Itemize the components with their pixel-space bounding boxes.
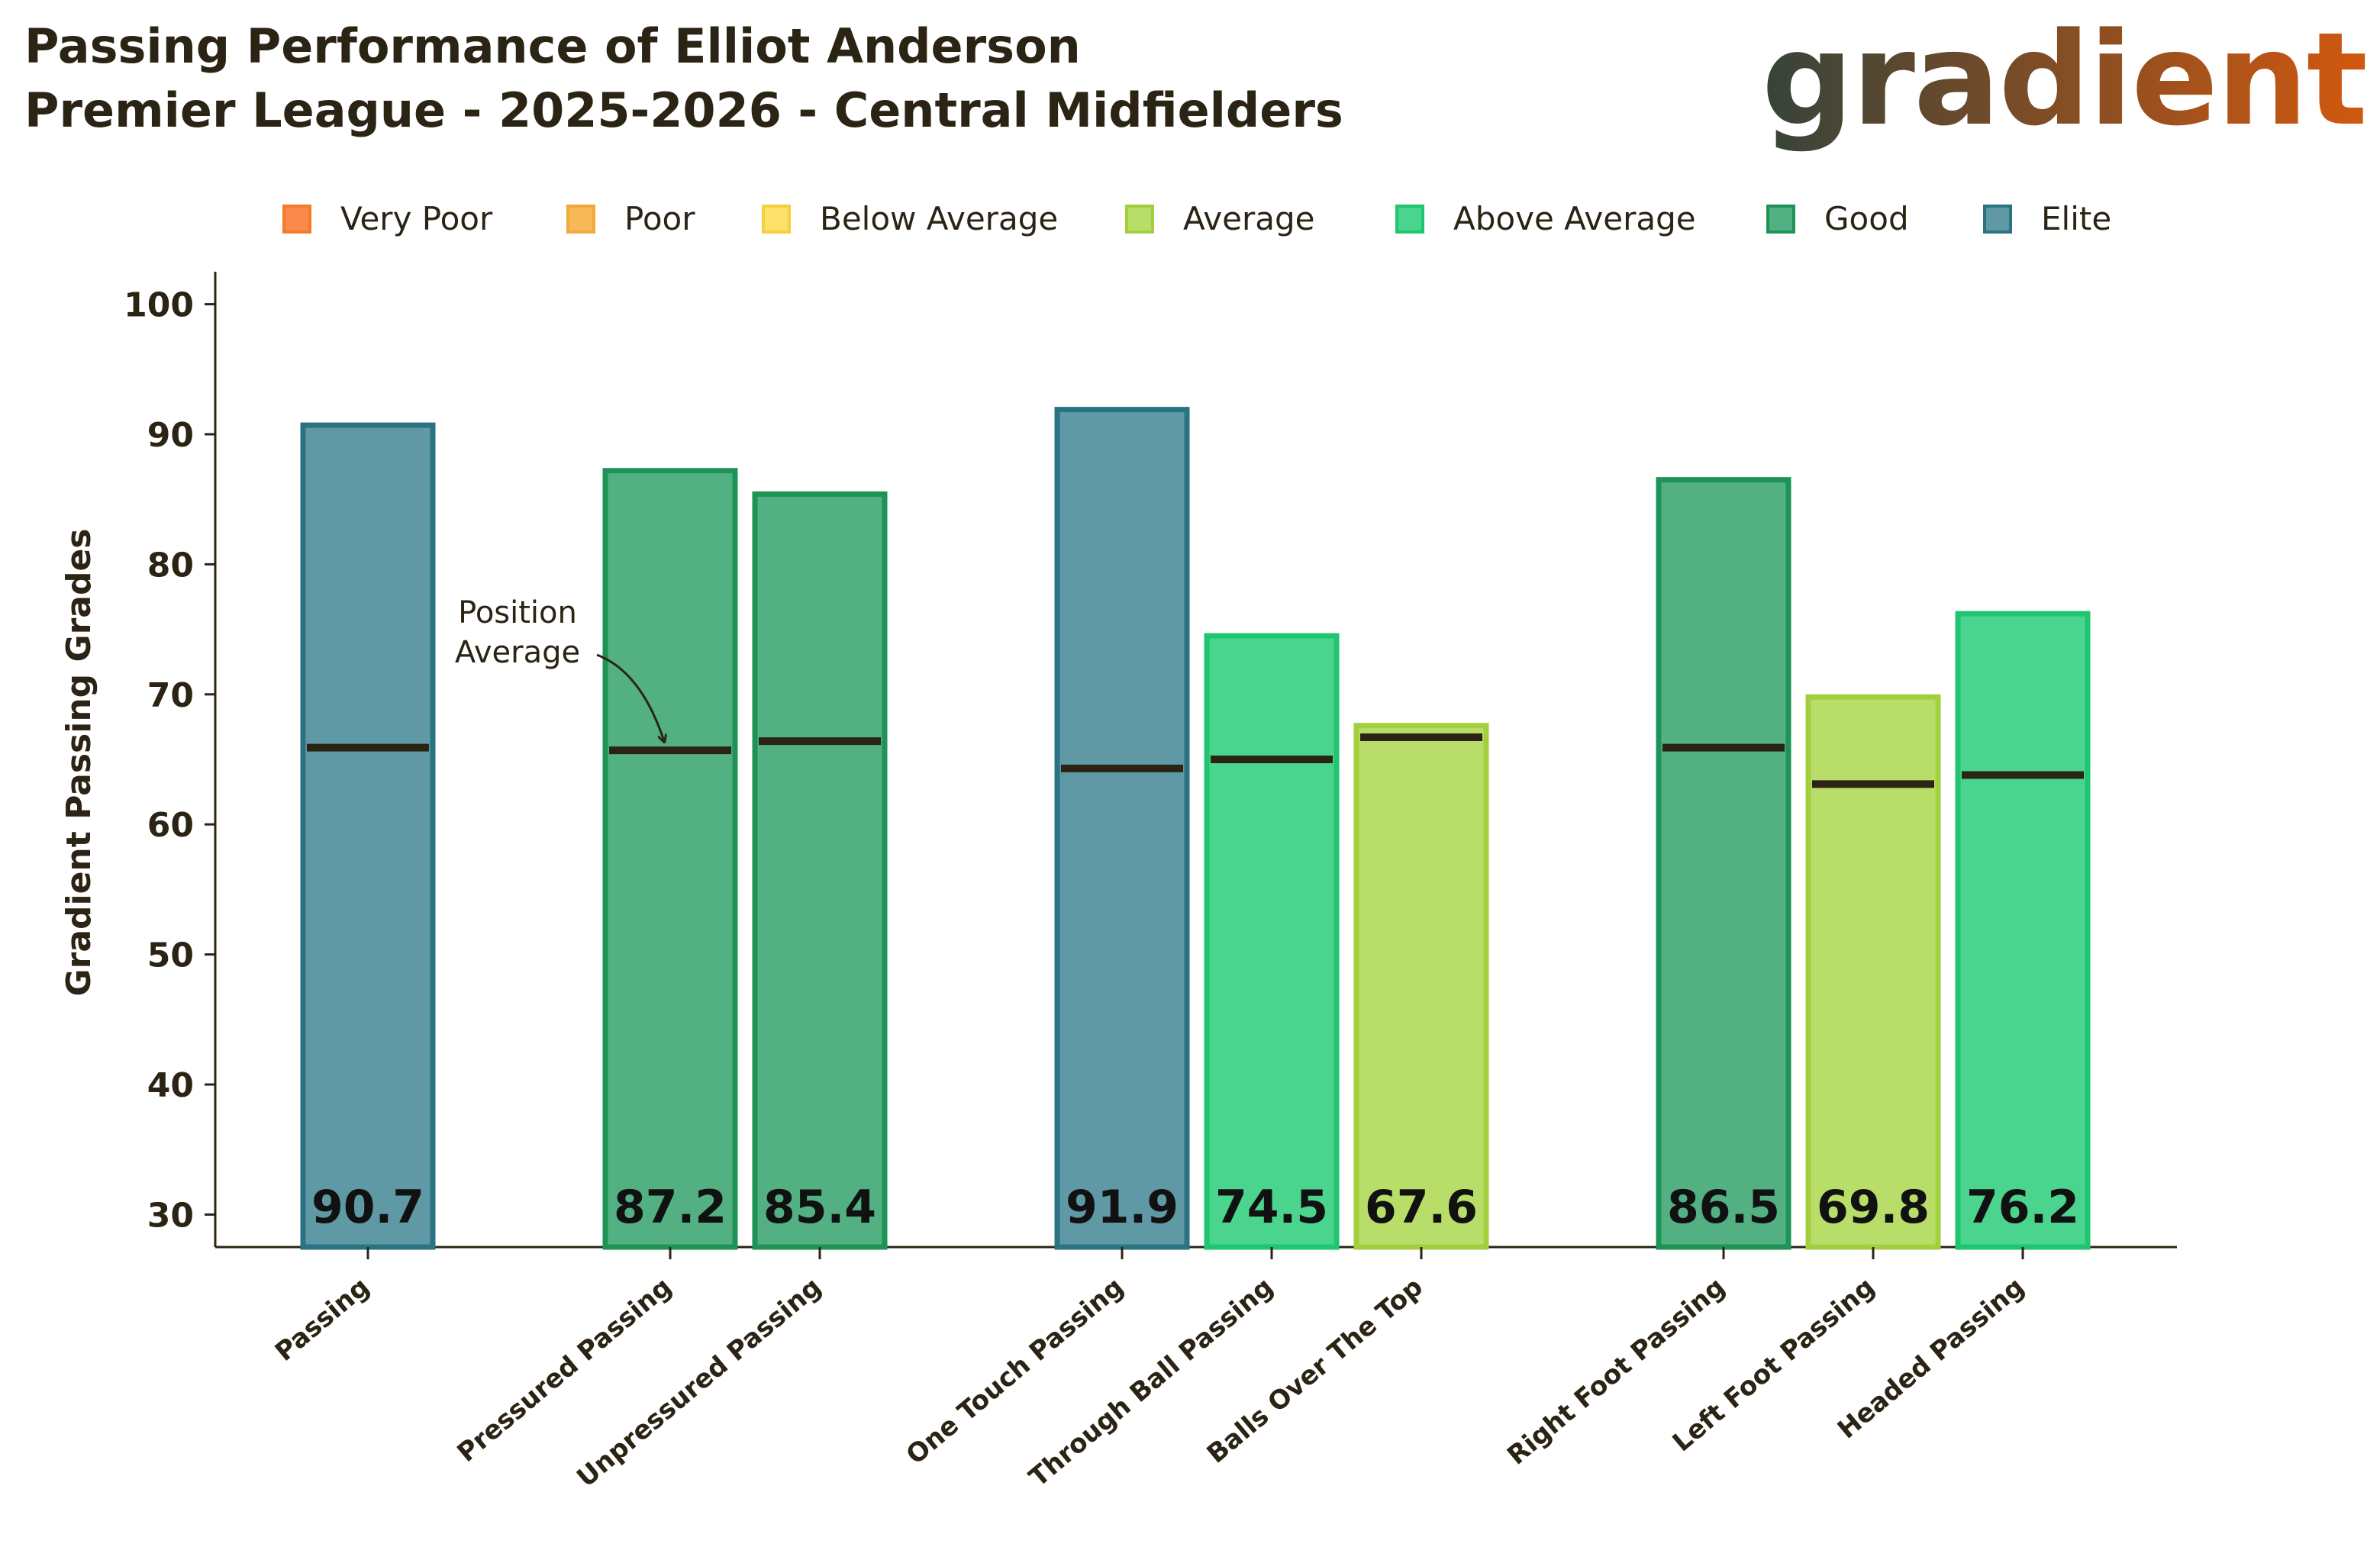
y-tick-label: 60 — [147, 806, 194, 845]
legend-label: Poor — [624, 200, 695, 237]
legend-label: Above Average — [1453, 200, 1696, 237]
legend-item: Good — [1766, 200, 1909, 237]
legend-swatch — [1983, 205, 2012, 234]
value-label: 74.5 — [1215, 1181, 1328, 1234]
chart-axes: 30 40 50 60 70 80 90 100 Gradient Passing Grades — [60, 272, 2177, 1249]
gradient-logo: gradient — [1762, 5, 2366, 154]
value-label: 90.7 — [311, 1181, 424, 1234]
legend-item: Average — [1125, 200, 1314, 237]
legend-swatch — [566, 205, 595, 234]
bar — [1656, 477, 1791, 1250]
legend-swatch — [282, 205, 311, 234]
x-tick-label: Through Ball Passing — [1024, 1271, 1279, 1493]
legend-label: Average — [1183, 200, 1314, 237]
bars — [300, 407, 2091, 1250]
legend-swatch — [1395, 205, 1424, 234]
legend-item: Below Average — [762, 200, 1058, 237]
bar — [1204, 633, 1340, 1250]
position-average-annotation: Position Average — [455, 595, 664, 741]
y-tick-label: 50 — [147, 936, 194, 975]
y-tick-label: 70 — [147, 676, 194, 715]
legend-swatch — [1125, 205, 1154, 234]
legend-swatch — [762, 205, 791, 234]
legend-item: Above Average — [1395, 200, 1696, 237]
y-tick-label: 90 — [147, 416, 194, 455]
legend: Very Poor Poor Below Average Average Above A… — [282, 200, 2111, 237]
legend-label: Very Poor — [340, 200, 493, 237]
value-label: 76.2 — [1966, 1181, 2079, 1234]
legend-item: Very Poor — [282, 200, 493, 237]
y-tick-label: 40 — [147, 1066, 194, 1105]
x-tick-label: Unpressured Passing — [571, 1271, 827, 1494]
bar — [1054, 407, 1190, 1250]
position-average-lines — [307, 733, 2084, 788]
annotation-line-2: Average — [455, 635, 580, 670]
bar — [752, 491, 888, 1250]
legend-label: Good — [1824, 200, 1909, 237]
bar — [1805, 694, 1941, 1250]
legend-label: Below Average — [820, 200, 1058, 237]
x-tick-label: Passing — [269, 1271, 376, 1368]
y-axis-label: Gradient Passing Grades — [60, 529, 98, 997]
value-label: 67.6 — [1365, 1181, 1478, 1234]
value-label: 86.5 — [1667, 1181, 1780, 1234]
legend-swatch — [1766, 205, 1795, 234]
annotation-line-1: Position — [458, 595, 577, 630]
bar — [1353, 723, 1489, 1250]
value-label: 91.9 — [1066, 1181, 1179, 1234]
value-labels: 90.7 87.2 85.4 91.9 74.5 67.6 86.5 69.8 76.2 — [311, 1181, 2079, 1234]
bar — [300, 422, 436, 1250]
legend-item: Poor — [566, 200, 695, 237]
annotation-arrow — [596, 653, 664, 741]
y-tick-label: 100 — [124, 286, 194, 325]
bar — [602, 468, 738, 1250]
value-label: 85.4 — [763, 1181, 876, 1234]
title-line-2: Premier League - 2025-2026 - Central Mid… — [24, 82, 1343, 138]
bar — [1955, 611, 2091, 1250]
title-line-1: Passing Performance of Elliot Anderson — [24, 18, 1081, 74]
y-tick-label: 80 — [147, 546, 194, 585]
chart-title: Passing Performance of Elliot Anderson P… — [24, 18, 1343, 138]
value-label: 87.2 — [614, 1181, 727, 1234]
y-tick-label: 30 — [147, 1196, 194, 1235]
legend-item: Elite — [1983, 200, 2111, 237]
legend-label: Elite — [2041, 200, 2111, 237]
value-label: 69.8 — [1817, 1181, 1930, 1234]
